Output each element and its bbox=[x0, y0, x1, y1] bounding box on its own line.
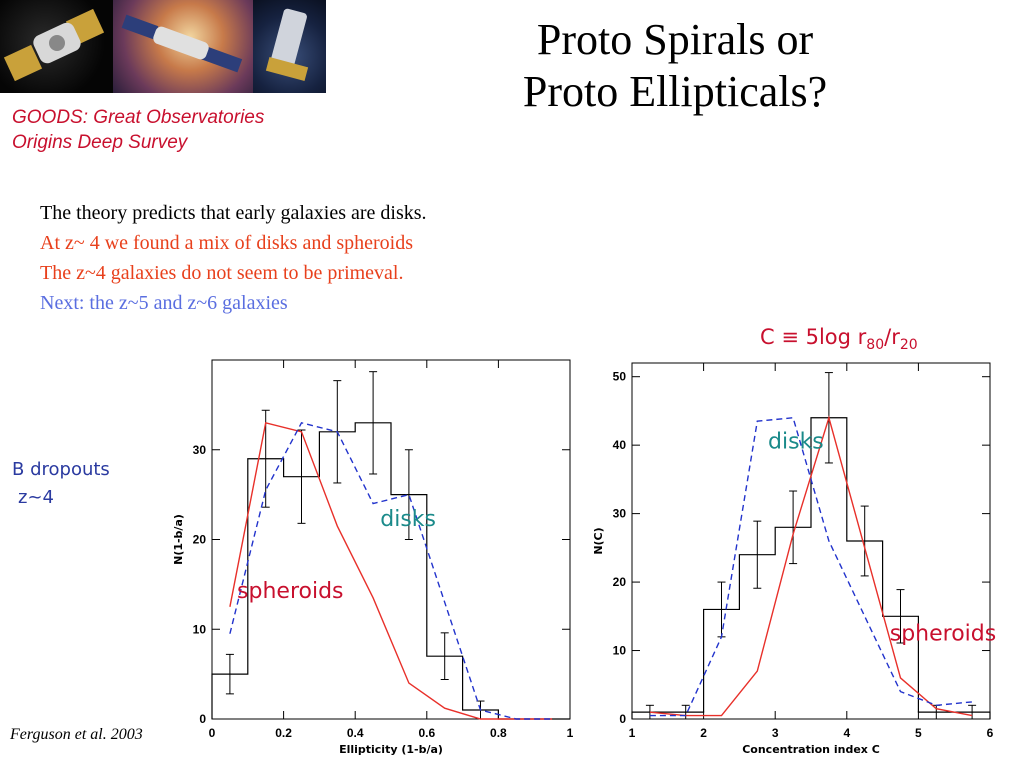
citation: Ferguson et al. 2003 bbox=[10, 726, 143, 743]
slide-title: Proto Spirals or Proto Ellipticals? bbox=[470, 14, 880, 118]
x-axis-label: Ellipticity (1-b/a) bbox=[339, 743, 443, 756]
sample-label-line: z~4 bbox=[18, 487, 54, 508]
spheroids-series-line bbox=[649, 415, 973, 717]
x-tick-label: 5 bbox=[915, 726, 922, 740]
chandra-telescope-image bbox=[113, 0, 253, 93]
formula-mid: /r bbox=[884, 325, 900, 349]
y-tick-label: 10 bbox=[613, 644, 627, 658]
disks-series-line bbox=[649, 417, 973, 717]
x-tick-label: 0.2 bbox=[275, 726, 292, 740]
y-tick-label: 30 bbox=[193, 443, 207, 457]
histogram-steps bbox=[631, 417, 991, 719]
subtitle-line: GOODS: Great Observatories bbox=[12, 107, 265, 128]
x-tick-label: 6 bbox=[987, 726, 994, 740]
formula-sub20: 20 bbox=[899, 337, 918, 354]
annotation-spheroids: spheroids bbox=[237, 579, 343, 604]
x-tick-label: 0.6 bbox=[418, 726, 435, 740]
y-tick-label: 40 bbox=[613, 438, 627, 452]
y-tick-label: 0 bbox=[199, 712, 206, 726]
x-tick-label: 0.4 bbox=[347, 726, 364, 740]
x-tick-label: 4 bbox=[843, 726, 850, 740]
concentration-histogram: 1 2 3 4 5 6 0 10 20 30 40 50 Concentration index C N(… bbox=[592, 362, 996, 756]
x-tick-label: 0 bbox=[209, 726, 216, 740]
x-tick-label: 1 bbox=[629, 726, 636, 740]
telescope-banner bbox=[0, 0, 326, 93]
y-tick-label: 30 bbox=[613, 507, 627, 521]
x-tick-label: 2 bbox=[700, 726, 707, 740]
bullet-line: At z~ 4 we found a mix of disks and sphe… bbox=[40, 232, 413, 254]
spheroids-series-line bbox=[229, 421, 553, 720]
bullet-list: The theory predicts that early galaxies … bbox=[40, 198, 427, 318]
title-line: Proto Spirals or bbox=[536, 15, 814, 64]
bullet-line: Next: the z~5 and z~6 galaxies bbox=[40, 292, 288, 314]
y-tick-label: 10 bbox=[193, 622, 207, 636]
disks-series-line bbox=[229, 422, 553, 720]
formula-prefix: C ≡ 5log r bbox=[760, 325, 867, 349]
x-tick-label: 1 bbox=[567, 726, 574, 740]
annotation-disks: disks bbox=[380, 507, 436, 532]
survey-subtitle: GOODS: Great Observatories Origins Deep … bbox=[12, 105, 264, 155]
formula-sub80: 80 bbox=[866, 337, 885, 354]
plot-frame bbox=[631, 362, 991, 720]
y-tick-label: 20 bbox=[613, 575, 627, 589]
x-tick-label: 0.8 bbox=[490, 726, 507, 740]
sample-label-line: B dropouts bbox=[12, 459, 110, 480]
bullet-line: The theory predicts that early galaxies … bbox=[40, 202, 427, 224]
annotation-spheroids: spheroids bbox=[890, 621, 996, 646]
concentration-formula: C ≡ 5log r80/r20 bbox=[760, 325, 918, 353]
y-tick-label: 50 bbox=[613, 370, 627, 384]
spitzer-telescope-image bbox=[253, 0, 326, 93]
y-tick-label: 20 bbox=[193, 533, 207, 547]
sample-label: B dropouts z~4 bbox=[12, 456, 110, 512]
x-tick-label: 3 bbox=[772, 726, 779, 740]
annotation-disks: disks bbox=[768, 430, 824, 455]
title-line: Proto Ellipticals? bbox=[522, 67, 828, 116]
satellite-icon bbox=[265, 8, 309, 81]
subtitle-line: Origins Deep Survey bbox=[12, 132, 188, 153]
satellite-icon bbox=[3, 8, 105, 82]
hubble-telescope-image bbox=[0, 0, 113, 93]
y-axis-label: N(1-b/a) bbox=[172, 514, 185, 565]
x-axis-label: Concentration index C bbox=[742, 743, 880, 756]
bullet-line: The z~4 galaxies do not seem to be prime… bbox=[40, 262, 404, 284]
satellite-icon bbox=[121, 14, 243, 73]
y-axis-label: N(C) bbox=[592, 527, 605, 554]
y-tick-label: 0 bbox=[619, 712, 626, 726]
